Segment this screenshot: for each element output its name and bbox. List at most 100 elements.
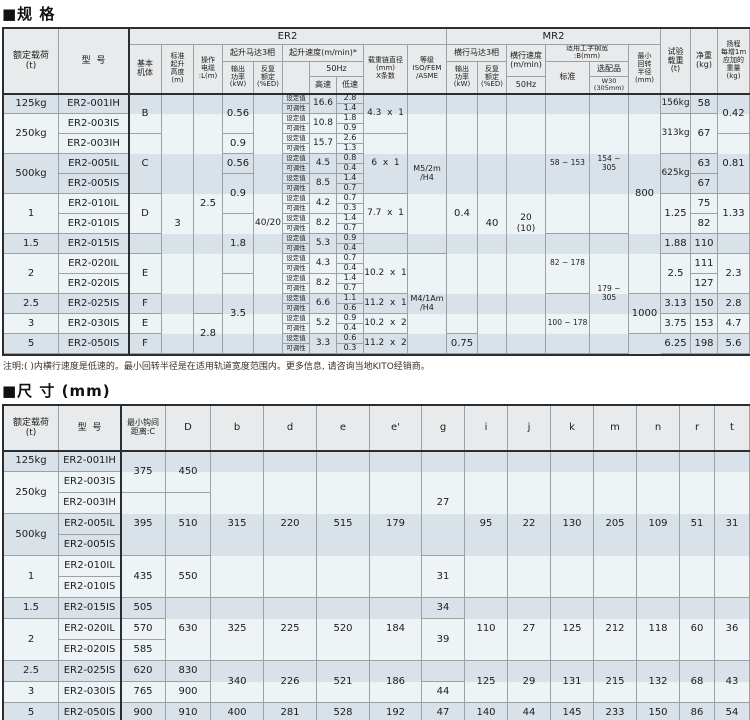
dims-cell: ER2-010IS [59,577,121,598]
dims-cell: ER2-005IS [59,535,121,556]
dims-cell: ER2-050IS [59,703,121,720]
spec-cell: 设定值 [283,194,310,204]
dims-cell: 520 [317,598,370,661]
spec-cell: 设定值 [283,314,310,324]
spec-cell: F [129,334,162,354]
dims-cell: 765 [121,682,166,703]
dims-cell: 521 [317,661,370,703]
spec-cell: ER2-003IS [59,114,129,134]
dims-cell: 2.5 [4,661,59,682]
dims-cell: 95 [465,451,508,598]
dims-cell: 44 [508,703,551,720]
dims-cell: 179 [370,451,422,598]
dims-header-cell: r [680,406,715,451]
spec-cell: 100 ~ 178 [546,294,590,354]
spec-cell: 10.2 x 2 [364,314,408,334]
spec-cell: 2.8 [194,314,223,354]
dims-header-cell: t [715,406,750,451]
dims-cell: 54 [715,703,750,720]
spec-cell: 可调性 [283,144,310,154]
spec-cell: 154 ~ 305 [590,94,629,234]
spec-cell: 10.8 [310,114,337,134]
dims-cell: ER2-005IL [59,514,121,535]
spec-cell: 1.3 [337,144,364,154]
dims-cell: 325 [211,598,264,661]
dims-row-band [4,598,750,619]
dims-cell: 29 [508,661,551,703]
spec-cell: 0.4 [337,244,364,254]
dims-cell: 450 [166,451,211,493]
dims-cell: 118 [637,598,680,661]
dims-cell: ER2-020IL [59,619,121,640]
dims-header-cell: 型 号 [59,406,121,451]
spec-cell: ER2-001IH [59,94,129,114]
spec-cell: 0.4 [447,94,478,334]
spec-cell: 3.13 [661,294,691,314]
spec-cell: 153 [691,314,718,334]
spec-header-cell: 横行速度 (m/min) [507,45,546,77]
dims-row-band [4,556,750,598]
spec-cell: 500kg [4,154,59,194]
spec-cell: 15.7 [310,134,337,154]
spec-cell: ER2-005IS [59,174,129,194]
spec-cell: 10.2 x 1 [364,254,408,294]
spec-cell: 0.7 [337,184,364,194]
dims-cell: 528 [317,703,370,720]
spec-cell: 1 [4,194,59,234]
dims-cell: 192 [370,703,422,720]
spec-cell: 7.7 x 1 [364,194,408,234]
dims-row-band [4,514,750,556]
spec-header-cell: 输出 功率 (kW) [223,62,254,94]
dims-cell: 340 [211,661,264,703]
spec-cell: 198 [691,334,718,354]
spec-cell [364,234,408,254]
dims-cell: 3 [4,682,59,703]
dims-cell: ER2-003IS [59,472,121,493]
spec-header-cell: 等级 ISO/FEM /ASME [408,45,447,94]
dims-cell: 125kg [4,451,59,472]
spec-cell: 设定值 [283,114,310,124]
dims-cell: 125 [551,598,594,661]
dims-header-cell: e' [370,406,422,451]
spec-cell: 1.8 [223,214,254,274]
spec-cell: 0.9 [223,174,254,214]
spec-cell: 3.5 [223,274,254,354]
spec-cell: 3 [162,94,194,354]
spec-cell: 6.25 [661,334,691,354]
spec-header-cell: MR2 [447,29,661,45]
spec-cell: 0.7 [337,194,364,204]
dims-cell: 51 [680,451,715,598]
spec-row-band [4,234,750,254]
spec-cell: 63 [691,154,718,174]
dims-cell: 186 [370,661,422,703]
spec-cell: 2.5 [661,254,691,294]
spec-cell: 可调性 [283,284,310,294]
spec-cell: 可调性 [283,224,310,234]
dims-cell: 515 [317,451,370,598]
spec-cell: 11.2 x 1 [364,294,408,314]
spec-cell: 1.33 [718,194,750,234]
spec-cell [718,234,750,254]
spec-cell: 可调性 [283,104,310,114]
dims-row-band [4,619,750,661]
spec-cell [129,234,162,254]
spec-cell: 0.3 [337,204,364,214]
spec-cell: 127 [691,274,718,294]
dims-vline [120,406,122,720]
spec-cell: 0.9 [223,134,254,154]
spec-cell: 1.4 [337,104,364,114]
spec-row-band [4,294,750,314]
spec-cell: 4.5 [310,154,337,174]
spec-cell: M4/1Am /H4 [408,254,447,354]
spec-cell: 8.2 [310,214,337,234]
dims-cell: 109 [637,451,680,598]
spec-cell: D [129,194,162,234]
spec-cell: 可调性 [283,204,310,214]
dims-row-band [4,682,750,703]
dims-cell: 226 [264,661,317,703]
dims-cell: 375 [121,451,166,493]
spec-cell: ER2-050IS [59,334,129,354]
spec-cell: ER2-030IS [59,314,129,334]
dims-cell: 830 [166,661,211,682]
spec-cell: 1.4 [337,274,364,284]
